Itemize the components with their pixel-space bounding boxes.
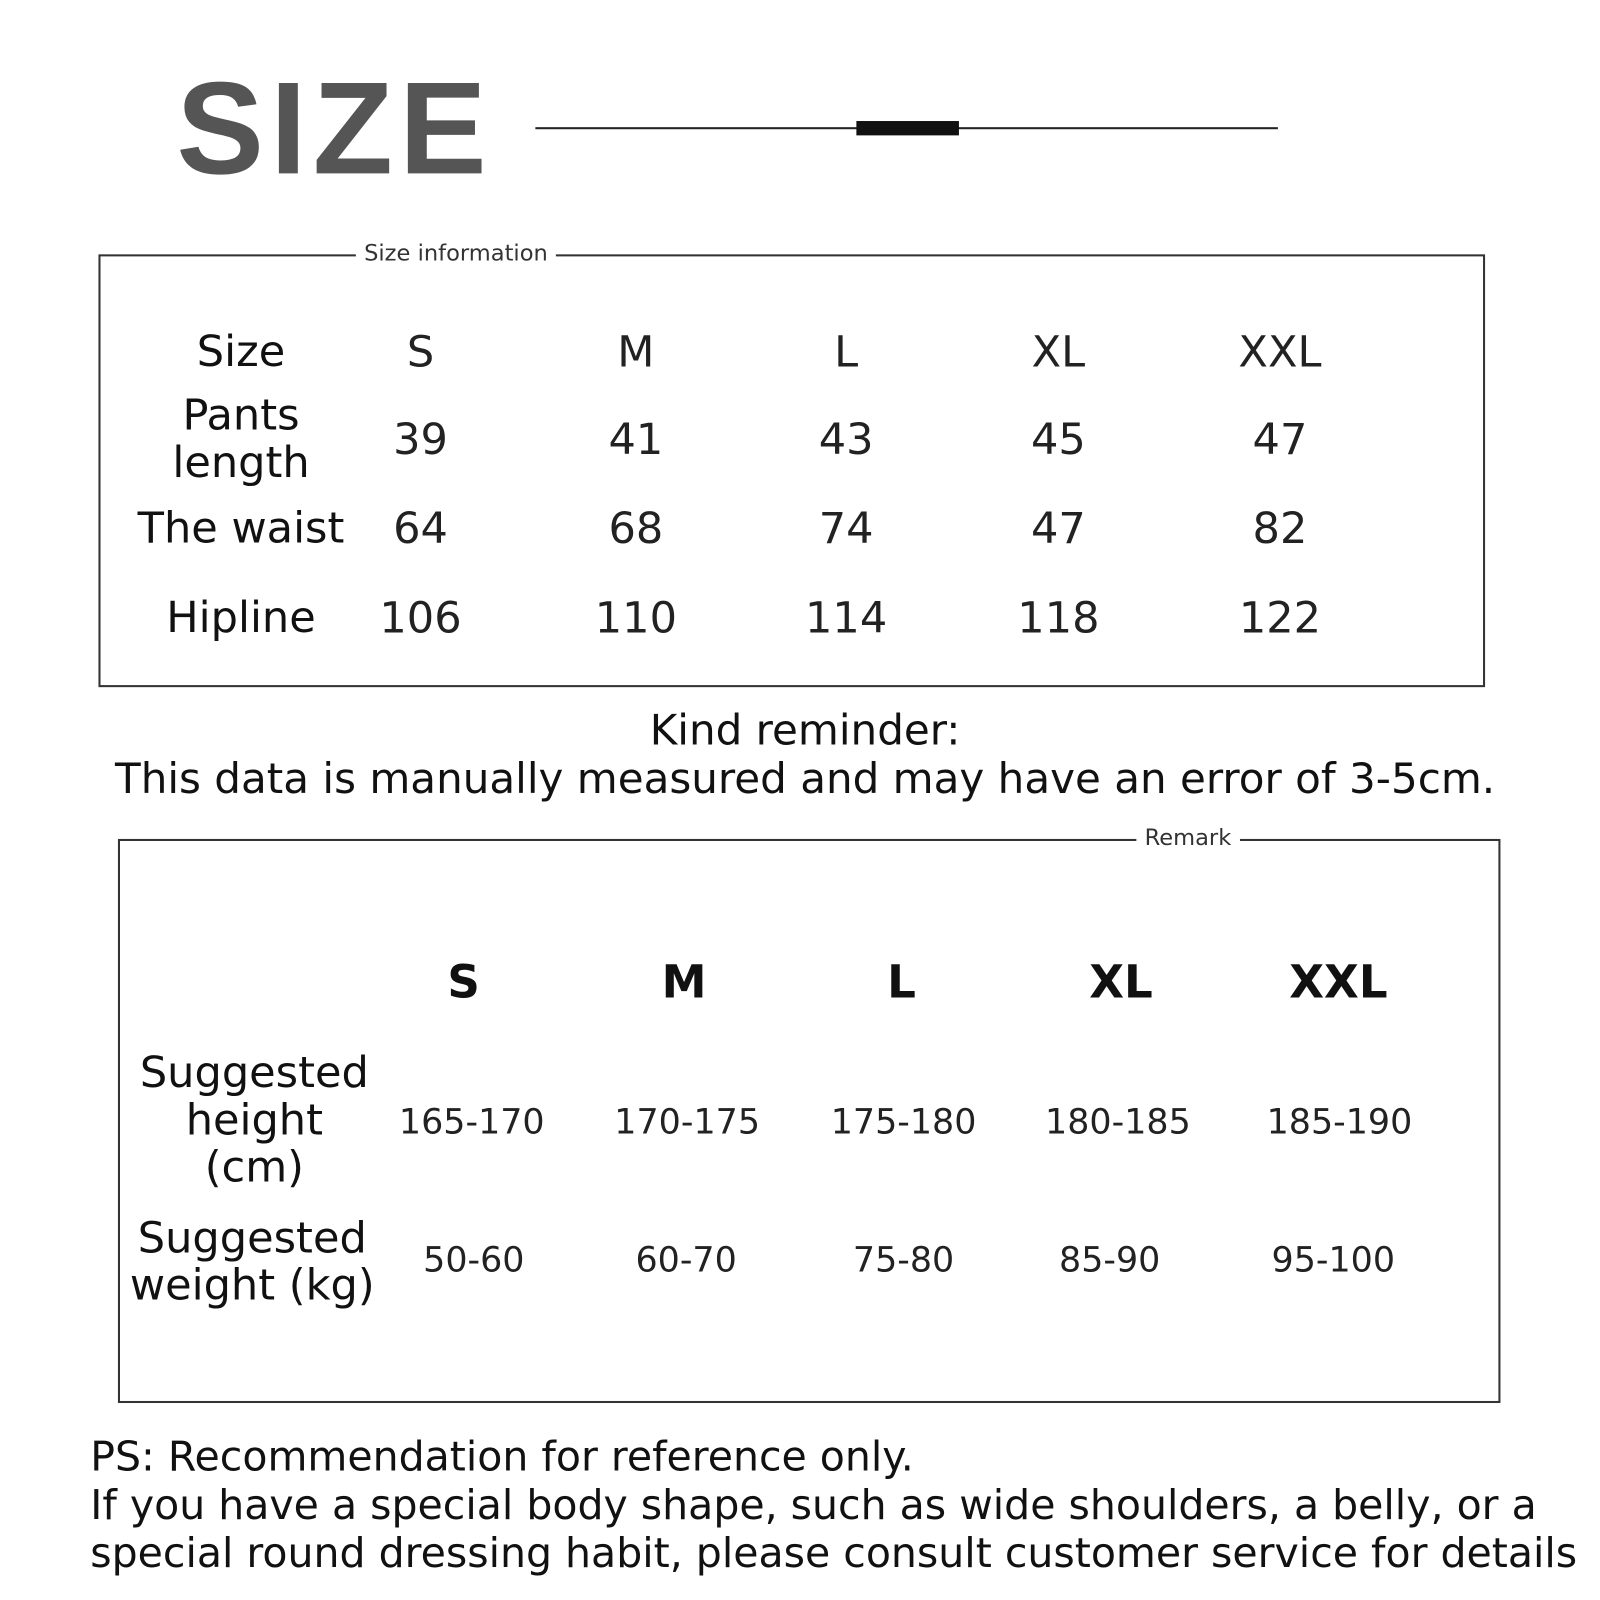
row-label-size: Size	[196, 326, 286, 377]
size-header: XXL	[1289, 956, 1388, 1009]
pants-length-cell: 39	[393, 413, 448, 465]
height-cell: 185-190	[1266, 1101, 1413, 1143]
title-divider-accent	[856, 121, 959, 136]
weight-cell: 50-60	[423, 1239, 525, 1281]
waist-cell: 68	[608, 503, 664, 554]
height-cell: 180-185	[1045, 1101, 1191, 1143]
waist-cell: 64	[393, 503, 448, 554]
height-cell: 165-170	[398, 1101, 545, 1143]
weight-cell: 75-80	[852, 1239, 955, 1281]
remark-label: Remark	[1136, 825, 1240, 852]
waist-cell: 47	[1031, 503, 1086, 554]
size-information-box	[98, 254, 1486, 688]
reminder-title: Kind reminder:	[649, 705, 961, 755]
size-information-label: Size information	[355, 241, 557, 267]
hipline-cell: 122	[1238, 592, 1322, 643]
height-cell: 175-180	[830, 1101, 977, 1143]
size-cell: S	[406, 326, 435, 377]
hipline-cell: 106	[379, 592, 462, 643]
hipline-cell: 118	[1017, 592, 1100, 643]
page-title: SIZE	[176, 55, 493, 203]
size-header: S	[447, 956, 480, 1009]
weight-cell: 95-100	[1271, 1239, 1396, 1281]
size-cell: M	[617, 326, 655, 377]
weight-cell: 85-90	[1059, 1239, 1161, 1281]
ps-line-2: If you have a special body shape, such a…	[90, 1481, 1537, 1530]
pants-length-cell: 47	[1252, 413, 1308, 465]
row-label-hipline: Hipline	[166, 591, 316, 643]
ps-line-3: special round dressing habit, please con…	[90, 1530, 1578, 1578]
pants-length-cell: 45	[1031, 413, 1086, 465]
pants-length-cell: 41	[608, 413, 664, 465]
size-cell: L	[834, 326, 859, 377]
size-header: XL	[1089, 956, 1153, 1009]
size-header: M	[661, 956, 707, 1009]
hipline-cell: 114	[805, 592, 888, 643]
waist-cell: 74	[818, 503, 874, 554]
remark-box	[117, 838, 1501, 1404]
reminder-text: This data is manually measured and may h…	[115, 753, 1496, 804]
weight-label: Suggested weight (kg)	[129, 1212, 375, 1310]
row-label-waist: The waist	[137, 502, 345, 553]
size-cell: XL	[1031, 326, 1086, 377]
row-label-pants-length: Pants length	[172, 389, 310, 488]
height-label: Suggested height (cm)	[139, 1047, 369, 1192]
weight-cell: 60-70	[635, 1239, 737, 1281]
size-header: L	[887, 956, 916, 1009]
height-cell: 170-175	[614, 1101, 761, 1143]
ps-line-1: PS: Recommendation for reference only.	[90, 1433, 914, 1481]
waist-cell: 82	[1252, 503, 1308, 554]
size-cell: XXL	[1238, 326, 1322, 377]
hipline-cell: 110	[594, 592, 677, 643]
pants-length-cell: 43	[818, 413, 874, 465]
